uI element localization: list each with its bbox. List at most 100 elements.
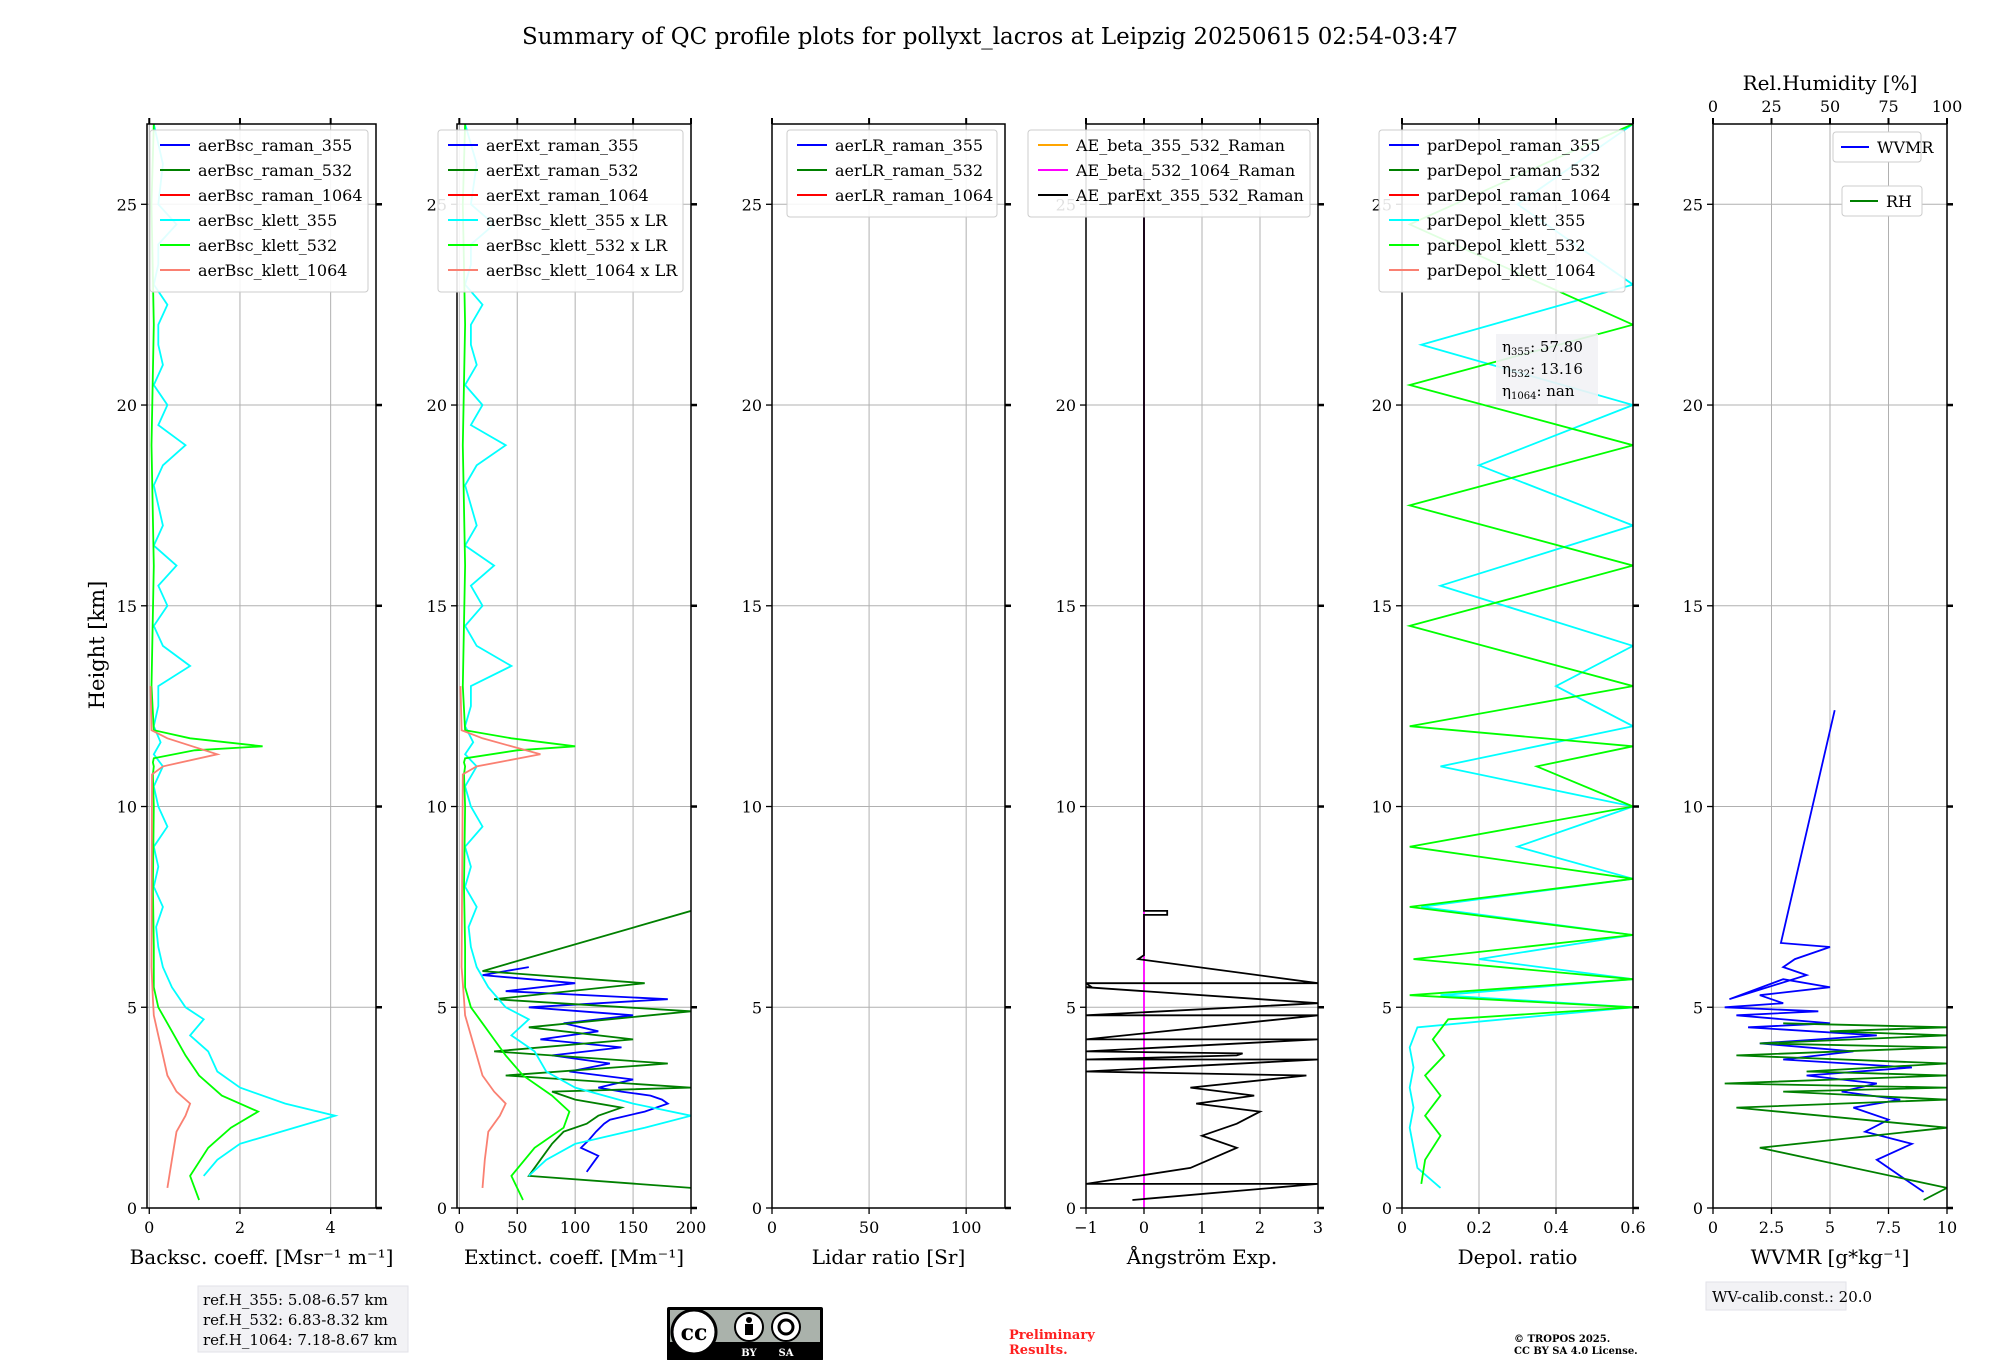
x-tick-label: −1 [1074,1218,1098,1237]
legend-box [1832,131,1922,163]
x-tick-label: 150 [618,1218,649,1237]
top-tick-label: 100 [1932,97,1963,116]
y-tick-label: 15 [427,597,447,616]
height-axis-label: Height [km] [85,581,109,710]
x-tick-label: 5 [1825,1218,1835,1237]
ref-heights-box: ref.H_355: 5.08-6.57 km ref.H_532: 6.83-… [197,1285,409,1353]
x-tick-label: 0 [1708,1218,1718,1237]
x-tick-label: 4 [326,1218,336,1237]
legend-bsc: aerBsc_raman_355 aerBsc_raman_532 aerBsc_r… [149,129,369,293]
legend-label: parDepol_klett_532 [1427,236,1585,255]
y-tick-label: 25 [117,195,137,214]
eta-355: η355: 57.80 [1502,338,1583,358]
legend-WVMR: WVMR [1832,131,1934,163]
y-tick-label: 15 [1372,597,1392,616]
x-axis-label: Backsc. coeff. [Msr⁻¹ m⁻¹] [130,1245,394,1269]
x-tick-label: 100 [951,1218,982,1237]
legend-label: aerBsc_klett_1064 x LR [486,261,678,280]
ref-height-532: ref.H_532: 6.83-8.32 km [203,1311,388,1329]
legend-depol: parDepol_raman_355 parDepol_raman_532 parD… [1378,129,1626,293]
ref-height-355: ref.H_355: 5.08-6.57 km [203,1291,388,1309]
x-tick-label: 2 [1255,1218,1265,1237]
legend-box [1027,129,1311,218]
legend-label: parDepol_klett_355 [1427,211,1585,230]
ref-height-1064: ref.H_1064: 7.18-8.67 km [203,1331,397,1349]
legend-label: aerBsc_klett_532 [198,236,337,255]
legend-label: WVMR [1877,138,1934,157]
axes-frame [1401,123,1634,1209]
top-axis-label: Rel.Humidity [%] [1743,71,1918,95]
copyright-line2: CC BY SA 4.0 License. [1514,1346,1638,1357]
series-line-aerExt_raman_532 [482,910,691,1189]
panel-lr: 0 5 10 15 20 25 0 50 100 Lidar ratio [Sr] aerLR_ra… [742,118,1011,1269]
y-tick-label: 25 [1683,195,1703,214]
x-tick-label: 0 [144,1218,154,1237]
legend-label: aerLR_raman_1064 [835,186,993,205]
y-tick-label: 0 [1693,1199,1703,1218]
legend-label: parDepol_klett_1064 [1427,261,1596,280]
x-axis-label: WVMR [g*kg⁻¹] [1751,1245,1910,1269]
axes-frame [456,123,692,1209]
y-tick-label: 20 [427,396,447,415]
legend-label: aerLR_raman_355 [835,136,983,155]
eta-532: η532: 13.16 [1502,360,1583,380]
panel-bsc: 0 5 10 15 20 25 0 2 4 Backsc. coeff. [Msr⁻¹ m⁻¹] a… [117,118,394,1269]
legend-lr: aerLR_raman_355 aerLR_raman_532 aerLR_rama… [786,129,998,218]
eta-box: η355: 57.80 η532: 13.16 η1064: nan [1496,334,1598,404]
legend-label: parDepol_raman_532 [1427,161,1600,180]
y-tick-label: 5 [752,998,762,1017]
x-tick-label: 1 [1197,1218,1207,1237]
series-line-aerBsc_klett_1064 x LR [459,686,541,1188]
x-axis-label: Ångström Exp. [1126,1244,1277,1269]
preliminary-line1: Preliminary [1009,1328,1095,1343]
legend-label: AE_beta_355_532_Raman [1075,136,1285,155]
wv-calib-box: WV-calib.const.: 20.0 [1705,1281,1872,1311]
x-tick-label: 0.4 [1543,1218,1568,1237]
legend-label: parDepol_raman_1064 [1427,186,1611,205]
wv-calib-text: WV-calib.const.: 20.0 [1712,1288,1872,1306]
legend-box [1841,185,1923,217]
y-tick-label: 0 [127,1199,137,1218]
cc-by-sa-badge: cc BY SA [667,1307,823,1360]
series-line-aerBsc_klett_355 x LR [463,124,691,1177]
x-tick-label: 2.5 [1759,1218,1784,1237]
series-line-aerBsc_klett_355 [152,124,339,1177]
legend-RH: RH [1841,185,1923,217]
legend-label: aerBsc_klett_355 [198,211,337,230]
sa-label: SA [779,1348,794,1359]
panel-wvmr: 0 5 10 15 20 25 0 2.5 5 7.5 10 WVMR [g*kg⁻¹] 0 25 50 75… [1683,71,1963,1269]
legend-label: aerBsc_klett_355 x LR [486,211,668,230]
y-tick-label: 10 [427,798,447,817]
y-tick-label: 20 [1683,396,1703,415]
top-tick-label: 50 [1820,97,1840,116]
x-tick-label: 100 [560,1218,591,1237]
y-tick-label: 25 [742,195,762,214]
x-axis-label: Lidar ratio [Sr] [812,1245,966,1269]
top-tick-label: 0 [1708,97,1718,116]
x-tick-label: 50 [507,1218,527,1237]
y-tick-label: 5 [1382,998,1392,1017]
legend-label: parDepol_raman_355 [1427,136,1600,155]
y-tick-label: 0 [1382,1199,1392,1218]
y-tick-label: 20 [1056,396,1076,415]
y-tick-label: 20 [117,396,137,415]
y-tick-label: 0 [437,1199,447,1218]
y-tick-label: 20 [1372,396,1392,415]
legend-label: RH [1886,192,1912,211]
y-tick-label: 10 [742,798,762,817]
legend-box [1378,129,1626,293]
x-tick-label: 50 [859,1218,879,1237]
x-tick-label: 0.6 [1620,1218,1645,1237]
y-tick-label: 10 [1056,798,1076,817]
x-tick-label: 3 [1313,1218,1323,1237]
series-line-aerBsc_klett_532 [150,124,263,1201]
eta-1064: η1064: nan [1502,382,1575,402]
x-tick-label: 200 [676,1218,707,1237]
y-tick-label: 15 [1056,597,1076,616]
legend-label: aerExt_raman_1064 [486,186,649,205]
legend-label: AE_beta_532_1064_Raman [1075,161,1295,180]
legend-box [786,129,998,218]
y-tick-label: 15 [1683,597,1703,616]
